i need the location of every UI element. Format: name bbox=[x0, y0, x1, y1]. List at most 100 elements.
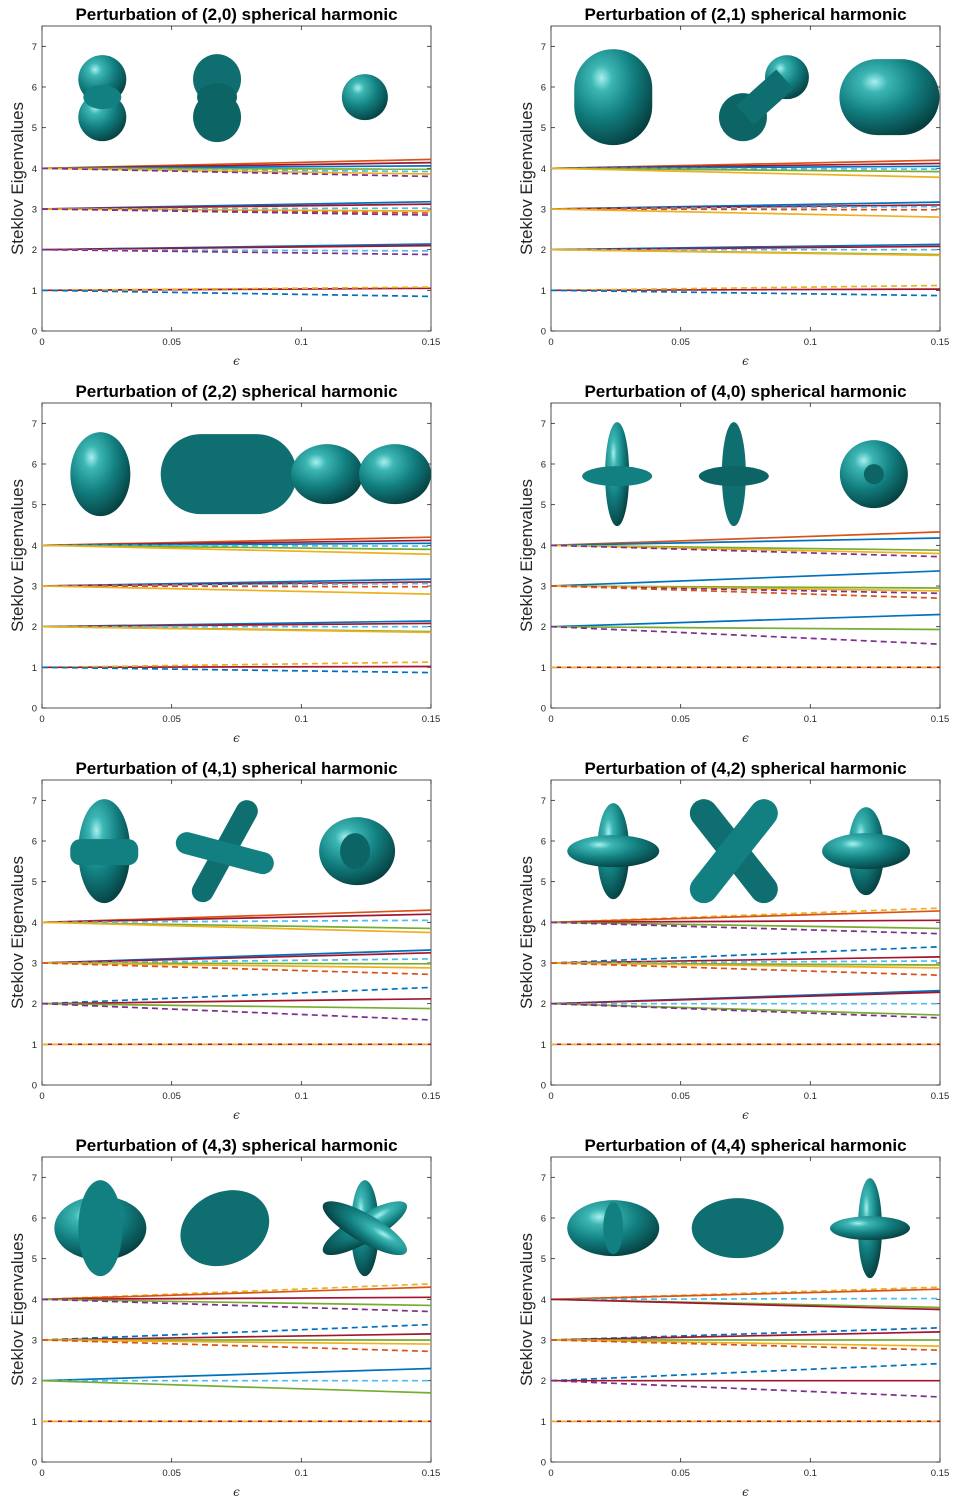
y-tick-label: 0 bbox=[541, 327, 546, 338]
series-line-18 bbox=[550, 167, 941, 173]
y-tick-label: 3 bbox=[541, 582, 546, 593]
series-line-17 bbox=[550, 921, 941, 930]
series-line-3 bbox=[41, 986, 432, 1005]
y-tick-label: 2 bbox=[541, 999, 546, 1010]
series-line-4 bbox=[550, 991, 941, 1005]
y-axis-label: Steklov Eigenvalues bbox=[517, 479, 536, 632]
y-tick-label: 1 bbox=[541, 1040, 546, 1051]
series-line-12 bbox=[41, 1286, 432, 1301]
y-tick-label: 3 bbox=[32, 205, 37, 216]
series-line-6 bbox=[41, 1002, 432, 1021]
panel: Perturbation of (2,0) spherical harmonic… bbox=[8, 5, 440, 368]
series-line-3 bbox=[550, 613, 941, 628]
y-axis-label: Steklov Eigenvalues bbox=[517, 1233, 536, 1386]
x-tick-label: 0.1 bbox=[804, 714, 817, 725]
chart-title: Perturbation of (2,0) spherical harmonic bbox=[75, 5, 397, 24]
shape-3 bbox=[829, 1178, 910, 1279]
shape-1 bbox=[582, 422, 653, 527]
series-line-8 bbox=[550, 248, 941, 257]
shape-3 bbox=[341, 74, 388, 121]
panel: Perturbation of (2,2) spherical harmonic… bbox=[8, 382, 440, 745]
y-tick-label: 1 bbox=[32, 663, 37, 674]
series-line-13 bbox=[550, 1297, 941, 1301]
y-tick-label: 7 bbox=[541, 796, 546, 807]
y-axis-label: Steklov Eigenvalues bbox=[8, 856, 27, 1009]
perturbed-shapes bbox=[574, 49, 940, 146]
x-tick-label: 0.05 bbox=[671, 1468, 690, 1479]
y-axis-label: Steklov Eigenvalues bbox=[8, 1233, 27, 1386]
x-tick-label: 0.15 bbox=[931, 337, 950, 348]
series-line-19 bbox=[41, 544, 432, 556]
series-line-2 bbox=[550, 284, 941, 292]
shape-1 bbox=[567, 803, 660, 900]
shape-3 bbox=[319, 817, 396, 886]
y-tick-label: 3 bbox=[541, 959, 546, 970]
chart-title: Perturbation of (4,4) spherical harmonic bbox=[584, 1136, 906, 1155]
x-tick-label: 0 bbox=[39, 1091, 44, 1102]
x-tick-label: 0 bbox=[39, 337, 44, 348]
x-tick-label: 0 bbox=[39, 714, 44, 725]
shape-2 bbox=[180, 1190, 270, 1267]
shape-sphere bbox=[341, 74, 388, 121]
series-line-3 bbox=[41, 666, 432, 674]
shape-ellipsoid bbox=[70, 432, 131, 517]
series-line-3 bbox=[41, 289, 432, 298]
chart-title: Perturbation of (4,2) spherical harmonic bbox=[584, 759, 906, 778]
x-tick-label: 0.05 bbox=[162, 714, 181, 725]
y-tick-label: 2 bbox=[32, 245, 37, 256]
series-line-12 bbox=[41, 962, 432, 976]
y-tick-label: 1 bbox=[32, 286, 37, 297]
x-axis-label: ϵ bbox=[742, 731, 749, 745]
x-tick-label: 0.05 bbox=[671, 337, 690, 348]
x-axis-label: ϵ bbox=[233, 1485, 240, 1499]
shape-3 bbox=[839, 59, 940, 136]
shape-1 bbox=[78, 55, 127, 142]
series-line-2 bbox=[41, 661, 432, 669]
y-tick-label: 1 bbox=[541, 1417, 546, 1428]
x-tick-label: 0.05 bbox=[162, 1468, 181, 1479]
x-tick-label: 0.15 bbox=[422, 714, 441, 725]
x-tick-label: 0.05 bbox=[671, 1091, 690, 1102]
shape-2 bbox=[193, 54, 242, 143]
y-axis-label: Steklov Eigenvalues bbox=[517, 102, 536, 255]
series-line-10 bbox=[550, 585, 941, 600]
y-tick-label: 0 bbox=[32, 1081, 37, 1092]
series-line-20 bbox=[41, 167, 432, 178]
series-line-13 bbox=[550, 962, 941, 977]
series-line-13 bbox=[41, 1296, 432, 1301]
series-line-15 bbox=[550, 544, 941, 558]
series-line-15 bbox=[550, 910, 941, 924]
y-tick-label: 5 bbox=[32, 500, 37, 511]
y-tick-label: 4 bbox=[32, 918, 37, 929]
shape-lobe bbox=[78, 1180, 123, 1277]
x-tick-label: 0.05 bbox=[671, 714, 690, 725]
shape-2 bbox=[691, 1198, 784, 1259]
y-tick-label: 5 bbox=[32, 1254, 37, 1265]
shape-lobe bbox=[689, 799, 778, 904]
chart-title: Perturbation of (4,0) spherical harmonic bbox=[584, 382, 906, 401]
y-tick-label: 1 bbox=[32, 1040, 37, 1051]
y-tick-label: 1 bbox=[541, 663, 546, 674]
series-line-9 bbox=[41, 1339, 432, 1345]
x-tick-label: 0.1 bbox=[295, 1468, 308, 1479]
shape-waist bbox=[83, 85, 122, 110]
y-tick-label: 3 bbox=[541, 205, 546, 216]
y-tick-label: 4 bbox=[32, 1295, 37, 1306]
y-axis-label: Steklov Eigenvalues bbox=[8, 479, 27, 632]
shape-ring bbox=[698, 466, 769, 487]
series-line-14 bbox=[41, 913, 432, 924]
perturbed-shapes bbox=[70, 799, 396, 904]
series-line-19 bbox=[550, 167, 941, 179]
series-line-10 bbox=[550, 1339, 941, 1352]
series-line-11 bbox=[41, 962, 432, 969]
shape-1 bbox=[574, 49, 653, 146]
x-tick-label: 0 bbox=[548, 1468, 553, 1479]
shape-lobe bbox=[822, 833, 911, 870]
y-tick-label: 3 bbox=[32, 959, 37, 970]
y-tick-label: 7 bbox=[32, 1173, 37, 1184]
shape-lobe bbox=[322, 1201, 408, 1256]
y-tick-label: 5 bbox=[32, 123, 37, 134]
x-axis-label: ϵ bbox=[233, 1108, 240, 1122]
x-tick-label: 0.1 bbox=[295, 1091, 308, 1102]
shape-2 bbox=[698, 422, 769, 527]
